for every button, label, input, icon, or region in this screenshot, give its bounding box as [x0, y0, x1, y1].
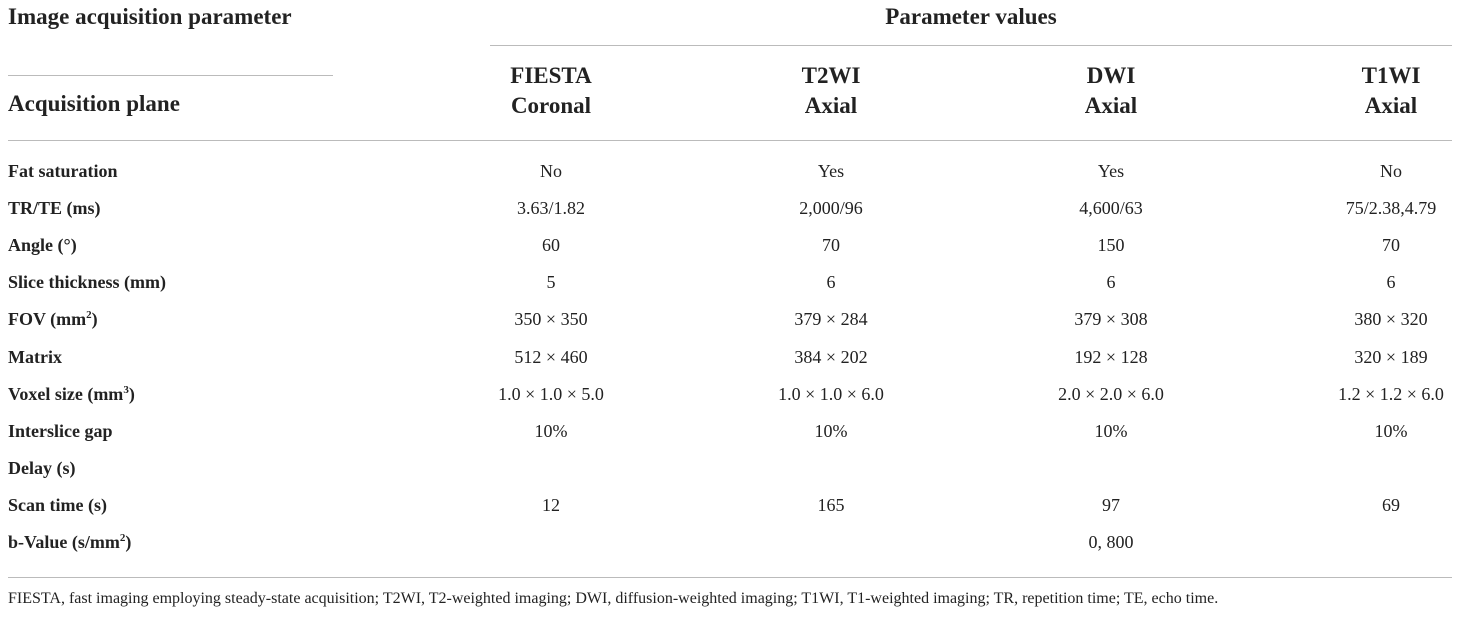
row-label: Fat saturation — [8, 161, 118, 182]
cell: 192 × 128 — [1074, 346, 1148, 367]
cell: 2.0 × 2.0 × 6.0 — [1058, 383, 1164, 404]
cell: 2,000/96 — [799, 198, 863, 219]
cell: 97 — [1102, 494, 1120, 515]
sequence: DWI — [1086, 63, 1136, 88]
cell: No — [1380, 161, 1402, 181]
rule — [8, 75, 333, 76]
cell: 6 — [1106, 272, 1116, 293]
cell: Yes — [1097, 161, 1125, 181]
cell: 3.63/1.82 — [516, 198, 586, 219]
cell: 6 — [826, 272, 836, 293]
cell: 384 × 202 — [794, 346, 868, 367]
cell: 5 — [546, 272, 556, 293]
row-label: Voxel size (mm3) — [8, 384, 135, 405]
right-header: Parameter values — [885, 4, 1057, 29]
label-text: Voxel size (mm — [8, 383, 124, 404]
label-text: b-Value (s/mm — [8, 532, 120, 552]
column-header: T1WI Axial — [1362, 61, 1421, 121]
label-text: Matrix — [8, 346, 62, 367]
label-text: Scan time (s) — [8, 494, 107, 515]
superscript: 2 — [119, 532, 126, 544]
sequence: T1WI — [1361, 63, 1421, 88]
rule — [8, 140, 1452, 141]
label-text: Interslice gap — [8, 420, 113, 441]
cell: 380 × 320 — [1354, 309, 1428, 330]
label-text: ) — [91, 309, 98, 330]
column-header: DWI Axial — [1085, 61, 1137, 121]
cell: 1.2 × 1.2 × 6.0 — [1338, 383, 1444, 404]
label-text: Delay (s) — [8, 457, 76, 478]
row-label: Delay (s) — [8, 458, 75, 479]
cell: 70 — [1382, 235, 1400, 256]
label-text: TR/TE (ms) — [8, 198, 101, 219]
cell: 69 — [1382, 494, 1400, 515]
cell: 1.0 × 1.0 × 6.0 — [778, 383, 884, 404]
cell: 12 — [542, 494, 560, 515]
cell: 10% — [814, 420, 848, 441]
cell: 379 × 284 — [794, 309, 868, 330]
label-text: ) — [128, 383, 135, 404]
cell: No — [540, 161, 562, 181]
cell: 150 — [1097, 235, 1125, 256]
label-text: FOV (mm — [8, 309, 87, 330]
footnote: FIESTA, fast imaging employing steady-st… — [8, 590, 1219, 607]
row-label: Angle (°) — [8, 235, 77, 256]
cell: 10% — [1374, 420, 1408, 441]
row-label: FOV (mm2) — [8, 309, 98, 330]
plane: Axial — [1364, 93, 1418, 118]
superscript: 2 — [86, 309, 92, 322]
cell: 512 × 460 — [514, 346, 588, 367]
rule — [490, 45, 1452, 46]
cell: 6 — [1386, 272, 1396, 293]
row-label: b-Value (s/mm2) — [8, 532, 131, 553]
cell: 70 — [822, 235, 840, 256]
cell: 4,600/63 — [1079, 198, 1143, 219]
label-text: Slice thickness (mm) — [8, 272, 166, 293]
column-header: T2WI Axial — [802, 61, 861, 121]
row-label: Slice thickness (mm) — [8, 272, 166, 293]
label-text: ) — [125, 532, 132, 552]
superscript: 3 — [123, 383, 129, 396]
label-text: Fat saturation — [8, 161, 118, 181]
sequence: T2WI — [801, 63, 861, 88]
label-text: Angle (°) — [8, 235, 77, 256]
plane: Axial — [804, 93, 858, 118]
cell: 75/2.38,4.79 — [1345, 198, 1437, 219]
row-label: TR/TE (ms) — [8, 198, 101, 219]
row-label: Matrix — [8, 347, 62, 368]
cell: 60 — [542, 235, 560, 256]
row-label-header: Acquisition plane — [8, 91, 180, 116]
left-header: Image acquisition parameter — [8, 4, 292, 29]
cell: 350 × 350 — [514, 309, 588, 330]
row-label: Scan time (s) — [8, 495, 107, 516]
cell: 10% — [534, 420, 568, 441]
cell: 0, 800 — [1088, 532, 1134, 552]
plane: Coronal — [510, 93, 592, 118]
column-header: FIESTA Coronal — [510, 61, 591, 121]
cell: 10% — [1094, 420, 1128, 441]
plane: Axial — [1084, 93, 1138, 118]
rule — [8, 577, 1452, 578]
cell: 320 × 189 — [1354, 346, 1428, 367]
sequence: FIESTA — [510, 63, 592, 88]
cell: Yes — [817, 161, 845, 181]
row-label: Interslice gap — [8, 421, 112, 442]
cell: 1.0 × 1.0 × 5.0 — [498, 383, 604, 404]
cell: 165 — [817, 494, 845, 515]
cell: 379 × 308 — [1074, 309, 1148, 330]
